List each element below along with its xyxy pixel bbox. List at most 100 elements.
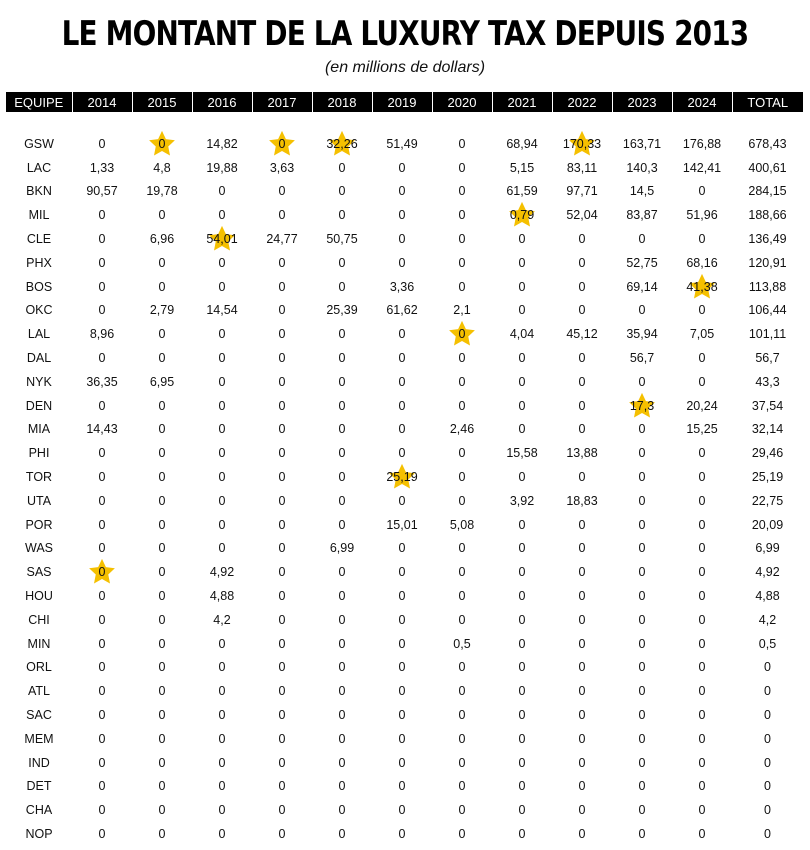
cell-value: 6,95 [149, 374, 175, 389]
value-cell: 0 [612, 632, 672, 656]
cell-value: 0 [158, 755, 166, 770]
cell-value: 83,11 [566, 160, 598, 175]
value-cell: 0 [312, 560, 372, 584]
value-cell: 4,88 [192, 584, 252, 608]
value-cell: 0 [72, 775, 132, 799]
value-cell: 0 [252, 418, 312, 442]
cell-value: 0 [638, 755, 646, 770]
cell-value: 0 [518, 351, 526, 366]
cell-value: 0 [98, 517, 106, 532]
team-cell: BOS [25, 279, 53, 294]
champion-star-icon [149, 130, 175, 156]
value-cell: 0 [132, 727, 192, 751]
cell-value: 3,36 [389, 279, 415, 294]
value-cell: 0 [132, 489, 192, 513]
cell-value: 0 [764, 684, 771, 699]
cell-value: 0 [98, 541, 106, 556]
cell-value: 0 [638, 541, 646, 556]
table-row-tor: TOR 0 0 0 0 0 25,19 0 0 0 0 0 25,19 [6, 463, 803, 489]
table-row-chi: CHI 0 0 4,2 0 0 0 0 0 0 0 0 4,2 [6, 608, 803, 632]
total-cell: 0 [732, 703, 803, 727]
cell-value: 0 [278, 803, 286, 818]
cell-value: 0 [458, 446, 466, 461]
cell-value: 3,63 [269, 160, 295, 175]
column-header-2018: 2018 [311, 92, 372, 112]
value-cell: 0 [612, 727, 672, 751]
value-cell: 0 [612, 513, 672, 537]
total-cell: 0,5 [732, 632, 803, 656]
cell-value: 0 [278, 708, 286, 723]
value-cell: 35,94 [612, 322, 672, 346]
value-cell: 0 [312, 394, 372, 418]
cell-value: 0 [158, 517, 166, 532]
cell-value: 0 [458, 565, 466, 580]
value-cell: 170,33 [552, 130, 612, 156]
cell-value: 0 [158, 684, 166, 699]
value-cell: 0 [432, 465, 492, 489]
value-cell: 0 [312, 275, 372, 299]
value-cell: 0 [612, 418, 672, 442]
cell-value: 0 [458, 803, 466, 818]
value-cell: 0 [312, 751, 372, 775]
value-cell: 0 [552, 370, 612, 394]
column-header-2023: 2023 [611, 92, 672, 112]
cell-value: 0 [698, 232, 706, 247]
column-header-2016: 2016 [191, 92, 252, 112]
value-cell: 0 [552, 656, 612, 680]
cell-value: 0 [638, 493, 646, 508]
value-cell: 0 [672, 346, 732, 370]
value-cell: 0 [492, 703, 552, 727]
total-cell: 113,88 [732, 275, 803, 299]
cell-value: 0 [338, 731, 346, 746]
cell-value: 0 [698, 779, 706, 794]
value-cell: 3,63 [252, 156, 312, 180]
cell-value: 0 [338, 589, 346, 604]
cell-value: 0 [278, 636, 286, 651]
total-cell: 43,3 [732, 370, 803, 394]
value-cell: 0 [552, 251, 612, 275]
value-cell: 0 [72, 299, 132, 323]
table-row-uta: UTA 0 0 0 0 0 0 0 3,92 18,83 0 0 22,75 [6, 489, 803, 513]
cell-value: 0 [218, 779, 226, 794]
value-cell: 2,1 [432, 299, 492, 323]
cell-value: 0 [338, 422, 346, 437]
cell-value: 0 [398, 446, 406, 461]
value-cell: 25,19 [372, 463, 432, 489]
cell-value: 6,96 [149, 232, 175, 247]
chart-subtitle: (en millions de dollars) [324, 59, 486, 76]
cell-value: 176,88 [682, 136, 722, 151]
value-cell: 0 [312, 679, 372, 703]
cell-value: 0 [158, 136, 166, 151]
value-cell: 0 [672, 775, 732, 799]
cell-value: 0 [398, 755, 406, 770]
value-cell: 0 [672, 227, 732, 251]
value-cell: 0 [252, 180, 312, 204]
value-cell: 0 [672, 822, 732, 846]
cell-value: 0 [338, 470, 346, 485]
value-cell: 0 [132, 632, 192, 656]
value-cell: 83,87 [612, 203, 672, 227]
cell-value: 0 [398, 160, 406, 175]
cell-value: 163,71 [622, 136, 662, 151]
cell-value: 0 [278, 731, 286, 746]
value-cell: 0 [252, 560, 312, 584]
cell-value: 0 [158, 470, 166, 485]
value-cell: 0 [672, 584, 732, 608]
value-cell: 0 [252, 299, 312, 323]
cell-value: 0 [458, 279, 466, 294]
value-cell: 0 [612, 679, 672, 703]
cell-value: 97,71 [566, 184, 598, 199]
cell-value: 0 [158, 803, 166, 818]
value-cell: 0 [432, 656, 492, 680]
table-row-phi: PHI 0 0 0 0 0 0 0 15,58 13,88 0 0 29,46 [6, 441, 803, 465]
value-cell: 0 [132, 251, 192, 275]
cell-value: 0 [278, 184, 286, 199]
column-header-2019: 2019 [371, 92, 432, 112]
cell-value: 0 [338, 160, 346, 175]
cell-value: 0 [218, 517, 226, 532]
cell-value: 0 [218, 493, 226, 508]
cell-value: 0 [698, 517, 706, 532]
value-cell: 0 [72, 346, 132, 370]
value-cell: 0 [432, 608, 492, 632]
value-cell: 0 [372, 322, 432, 346]
